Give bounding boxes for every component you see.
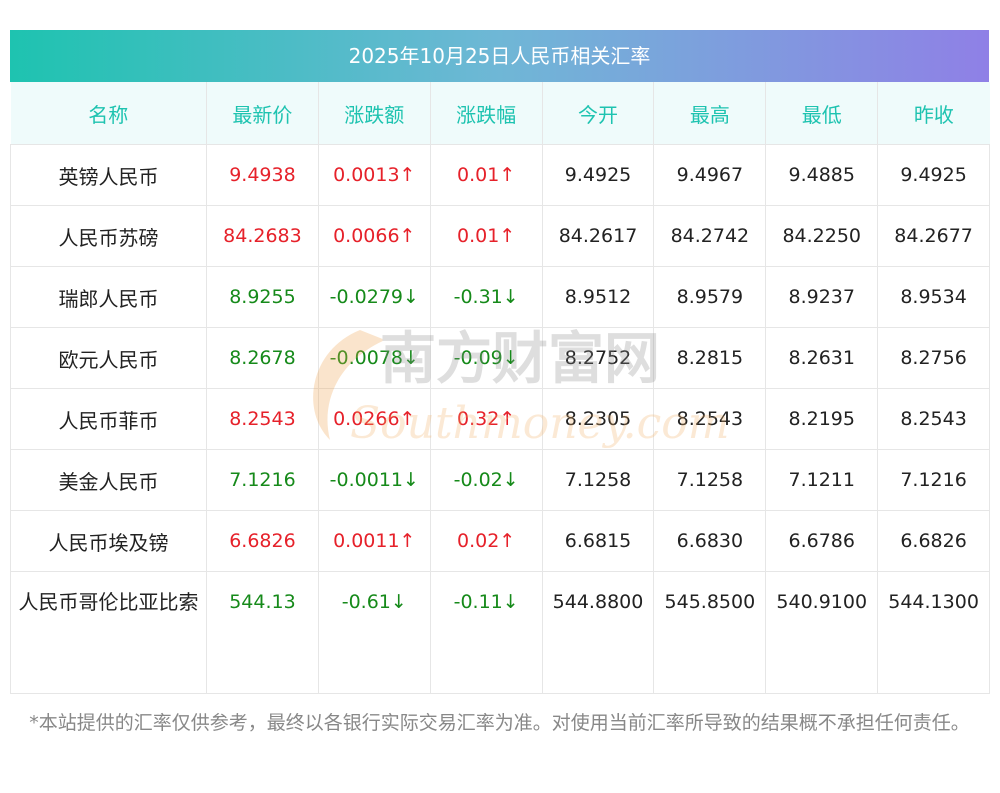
cell-open: 7.1258 xyxy=(542,449,655,511)
cell-open: 544.8800 xyxy=(542,571,655,694)
header-change: 涨跌额 xyxy=(318,82,431,145)
cell-high: 8.2543 xyxy=(653,388,767,450)
cell-latest: 8.2543 xyxy=(206,388,319,450)
cell-name: 美金人民币 xyxy=(10,449,207,511)
cell-latest: 8.9255 xyxy=(206,266,319,328)
header-pct: 涨跌幅 xyxy=(430,82,543,145)
cell-change: -0.0011↓ xyxy=(318,449,431,511)
header-prev: 昨收 xyxy=(877,82,990,145)
cell-low: 8.2195 xyxy=(765,388,879,450)
table-row: 瑞郎人民币 8.9255 -0.0279↓ -0.31↓ 8.9512 8.9579 8.9… xyxy=(10,266,991,328)
cell-pct: -0.09↓ xyxy=(430,327,543,389)
table-row: 美金人民币 7.1216 -0.0011↓ -0.02↓ 7.1258 7.1258 7.1… xyxy=(10,449,991,511)
cell-latest: 544.13 xyxy=(206,571,319,694)
table-row: 英镑人民币 9.4938 0.0013↑ 0.01↑ 9.4925 9.4967 9.488… xyxy=(10,144,991,206)
cell-prev: 9.4925 xyxy=(877,144,991,206)
cell-prev: 6.6826 xyxy=(877,510,991,572)
cell-low: 7.1211 xyxy=(765,449,879,511)
cell-change: -0.61↓ xyxy=(318,571,431,694)
cell-name: 人民币菲币 xyxy=(10,388,207,450)
cell-high: 8.9579 xyxy=(653,266,767,328)
cell-change: 0.0066↑ xyxy=(318,205,431,267)
cell-prev: 84.2677 xyxy=(877,205,991,267)
cell-name: 人民币苏磅 xyxy=(10,205,207,267)
cell-name: 瑞郎人民币 xyxy=(10,266,207,328)
table-row: 欧元人民币 8.2678 -0.0078↓ -0.09↓ 8.2752 8.2815 8.2… xyxy=(10,327,991,389)
cell-latest: 6.6826 xyxy=(206,510,319,572)
cell-high: 84.2742 xyxy=(653,205,767,267)
header-name: 名称 xyxy=(10,82,207,145)
cell-open: 8.9512 xyxy=(542,266,655,328)
table-title: 2025年10月25日人民币相关汇率 xyxy=(10,30,989,82)
cell-open: 8.2305 xyxy=(542,388,655,450)
cell-open: 6.6815 xyxy=(542,510,655,572)
disclaimer: *本站提供的汇率仅供参考，最终以各银行实际交易汇率为准。对使用当前汇率所导致的结… xyxy=(29,712,970,734)
cell-latest: 8.2678 xyxy=(206,327,319,389)
cell-low: 9.4885 xyxy=(765,144,879,206)
rates-panel: 2025年10月25日人民币相关汇率 名称 最新价 涨跌额 涨跌幅 今开 最高 … xyxy=(10,30,991,694)
cell-change: 0.0011↑ xyxy=(318,510,431,572)
cell-high: 545.8500 xyxy=(653,571,767,694)
cell-open: 8.2752 xyxy=(542,327,655,389)
cell-pct: -0.02↓ xyxy=(430,449,543,511)
cell-prev: 7.1216 xyxy=(877,449,991,511)
cell-pct: -0.11↓ xyxy=(430,571,543,694)
cell-low: 8.9237 xyxy=(765,266,879,328)
cell-name: 欧元人民币 xyxy=(10,327,207,389)
cell-open: 84.2617 xyxy=(542,205,655,267)
cell-name: 英镑人民币 xyxy=(10,144,207,206)
cell-change: -0.0078↓ xyxy=(318,327,431,389)
cell-change: 0.0013↑ xyxy=(318,144,431,206)
cell-latest: 9.4938 xyxy=(206,144,319,206)
header-high: 最高 xyxy=(653,82,767,145)
header-low: 最低 xyxy=(765,82,879,145)
rates-table: 名称 最新价 涨跌额 涨跌幅 今开 最高 最低 昨收 英镑人民币 9.4938 0.… xyxy=(10,82,991,694)
cell-change: -0.0279↓ xyxy=(318,266,431,328)
table-row: 人民币埃及镑 6.6826 0.0011↑ 0.02↑ 6.6815 6.6830 6.67… xyxy=(10,510,991,572)
cell-name: 人民币哥伦比亚比索 xyxy=(10,571,207,694)
cell-latest: 7.1216 xyxy=(206,449,319,511)
cell-pct: -0.31↓ xyxy=(430,266,543,328)
cell-latest: 84.2683 xyxy=(206,205,319,267)
cell-prev: 8.2543 xyxy=(877,388,991,450)
cell-prev: 544.1300 xyxy=(877,571,991,694)
header-row: 名称 最新价 涨跌额 涨跌幅 今开 最高 最低 昨收 xyxy=(10,82,990,145)
cell-pct: 0.32↑ xyxy=(430,388,543,450)
cell-high: 6.6830 xyxy=(653,510,767,572)
cell-pct: 0.01↑ xyxy=(430,205,543,267)
header-open: 今开 xyxy=(542,82,655,145)
cell-name: 人民币埃及镑 xyxy=(10,510,207,572)
cell-low: 84.2250 xyxy=(765,205,879,267)
cell-low: 540.9100 xyxy=(765,571,879,694)
table-row: 人民币苏磅 84.2683 0.0066↑ 0.01↑ 84.2617 84.2742 84… xyxy=(10,205,991,267)
cell-prev: 8.2756 xyxy=(877,327,991,389)
cell-low: 8.2631 xyxy=(765,327,879,389)
cell-open: 9.4925 xyxy=(542,144,655,206)
cell-prev: 8.9534 xyxy=(877,266,991,328)
cell-change: 0.0266↑ xyxy=(318,388,431,450)
table-row: 人民币哥伦比亚比索 544.13 -0.61↓ -0.11↓ 544.8800 545.8… xyxy=(10,571,991,694)
cell-high: 7.1258 xyxy=(653,449,767,511)
cell-pct: 0.02↑ xyxy=(430,510,543,572)
cell-pct: 0.01↑ xyxy=(430,144,543,206)
header-latest: 最新价 xyxy=(206,82,319,145)
cell-low: 6.6786 xyxy=(765,510,879,572)
cell-high: 8.2815 xyxy=(653,327,767,389)
table-row: 人民币菲币 8.2543 0.0266↑ 0.32↑ 8.2305 8.2543 8.219… xyxy=(10,388,991,450)
cell-high: 9.4967 xyxy=(653,144,767,206)
